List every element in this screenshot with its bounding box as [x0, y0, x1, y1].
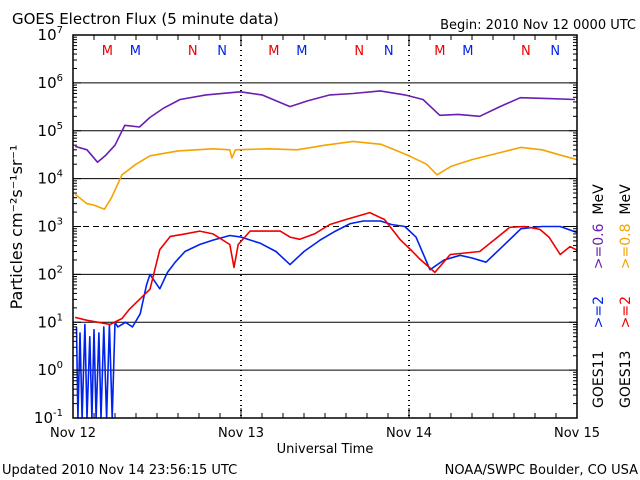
midnight-noon-marker: N [384, 44, 394, 59]
y-axis-label: Particles cm⁻²s⁻¹sr⁻¹ [7, 145, 26, 310]
y-tick-label: 103 [38, 217, 63, 236]
legend-item: MeV [591, 175, 607, 214]
midnight-noon-marker: N [188, 44, 198, 59]
y-tick-exponent: 6 [57, 73, 63, 84]
y-tick-exponent: 2 [57, 264, 63, 275]
y-tick-exponent: 1 [57, 312, 63, 323]
y-tick-label: 101 [38, 312, 63, 331]
midnight-noon-marker: M [130, 44, 141, 59]
legend-goes13: GOES13 >=2 >=0.8 MeV [618, 175, 634, 408]
y-tick-label: 10-1 [34, 408, 63, 427]
x-tick-label: Nov 15 [554, 426, 600, 441]
legend-spacer [618, 328, 634, 350]
series-line-2 [75, 220, 578, 419]
legend-item: >=0.8 [618, 215, 634, 270]
y-tick-exponent: 4 [57, 169, 63, 180]
legend-spacer [591, 328, 607, 350]
y-tick-label: 102 [38, 264, 63, 283]
y-tick-exponent: 0 [57, 360, 63, 371]
legend-item: >=0.6 [591, 215, 607, 270]
midnight-noon-marker: N [550, 44, 560, 59]
midnight-noon-marker: M [102, 44, 113, 59]
y-tick-label: 105 [38, 121, 63, 140]
x-tick-label: Nov 13 [218, 426, 264, 441]
footer-updated: Updated 2010 Nov 14 23:56:15 UTC [2, 463, 237, 478]
x-axis-label: Universal Time [277, 442, 374, 457]
chart-title: GOES Electron Flux (5 minute data) [12, 10, 279, 28]
begin-label: Begin: 2010 Nov 12 0000 UTC [440, 18, 636, 33]
y-tick-exponent: 3 [57, 217, 63, 228]
series-line-3 [74, 211, 578, 326]
legend-satellite-label: GOES11 [591, 351, 607, 408]
midnight-noon-marker: M [268, 44, 279, 59]
series-line-1 [74, 140, 578, 210]
y-tick-label: 107 [38, 25, 63, 44]
legend-item: >=2 [591, 269, 607, 328]
y-tick-exponent: 5 [57, 121, 63, 132]
legend-goes11: GOES11 >=2 >=0.6 MeV [591, 175, 607, 408]
midnight-noon-marker: N [521, 44, 531, 59]
y-tick-exponent: -1 [53, 408, 63, 419]
legend-item: MeV [618, 175, 634, 214]
x-tick-label: Nov 14 [386, 426, 432, 441]
y-tick-exponent: 7 [57, 25, 63, 36]
midnight-noon-marker: M [434, 44, 445, 59]
midnight-noon-marker: N [354, 44, 364, 59]
midnight-noon-marker: M [462, 44, 473, 59]
midnight-noon-marker: M [296, 44, 307, 59]
y-tick-label: 100 [38, 360, 63, 379]
midnight-noon-marker: N [217, 44, 227, 59]
y-tick-label: 104 [38, 169, 63, 188]
footer-source: NOAA/SWPC Boulder, CO USA [445, 463, 638, 478]
legend-item: >=2 [618, 269, 634, 328]
series-line-0 [74, 90, 575, 163]
y-tick-label: 106 [38, 73, 63, 92]
legend-satellite-label: GOES13 [618, 351, 634, 408]
x-tick-label: Nov 12 [50, 426, 96, 441]
